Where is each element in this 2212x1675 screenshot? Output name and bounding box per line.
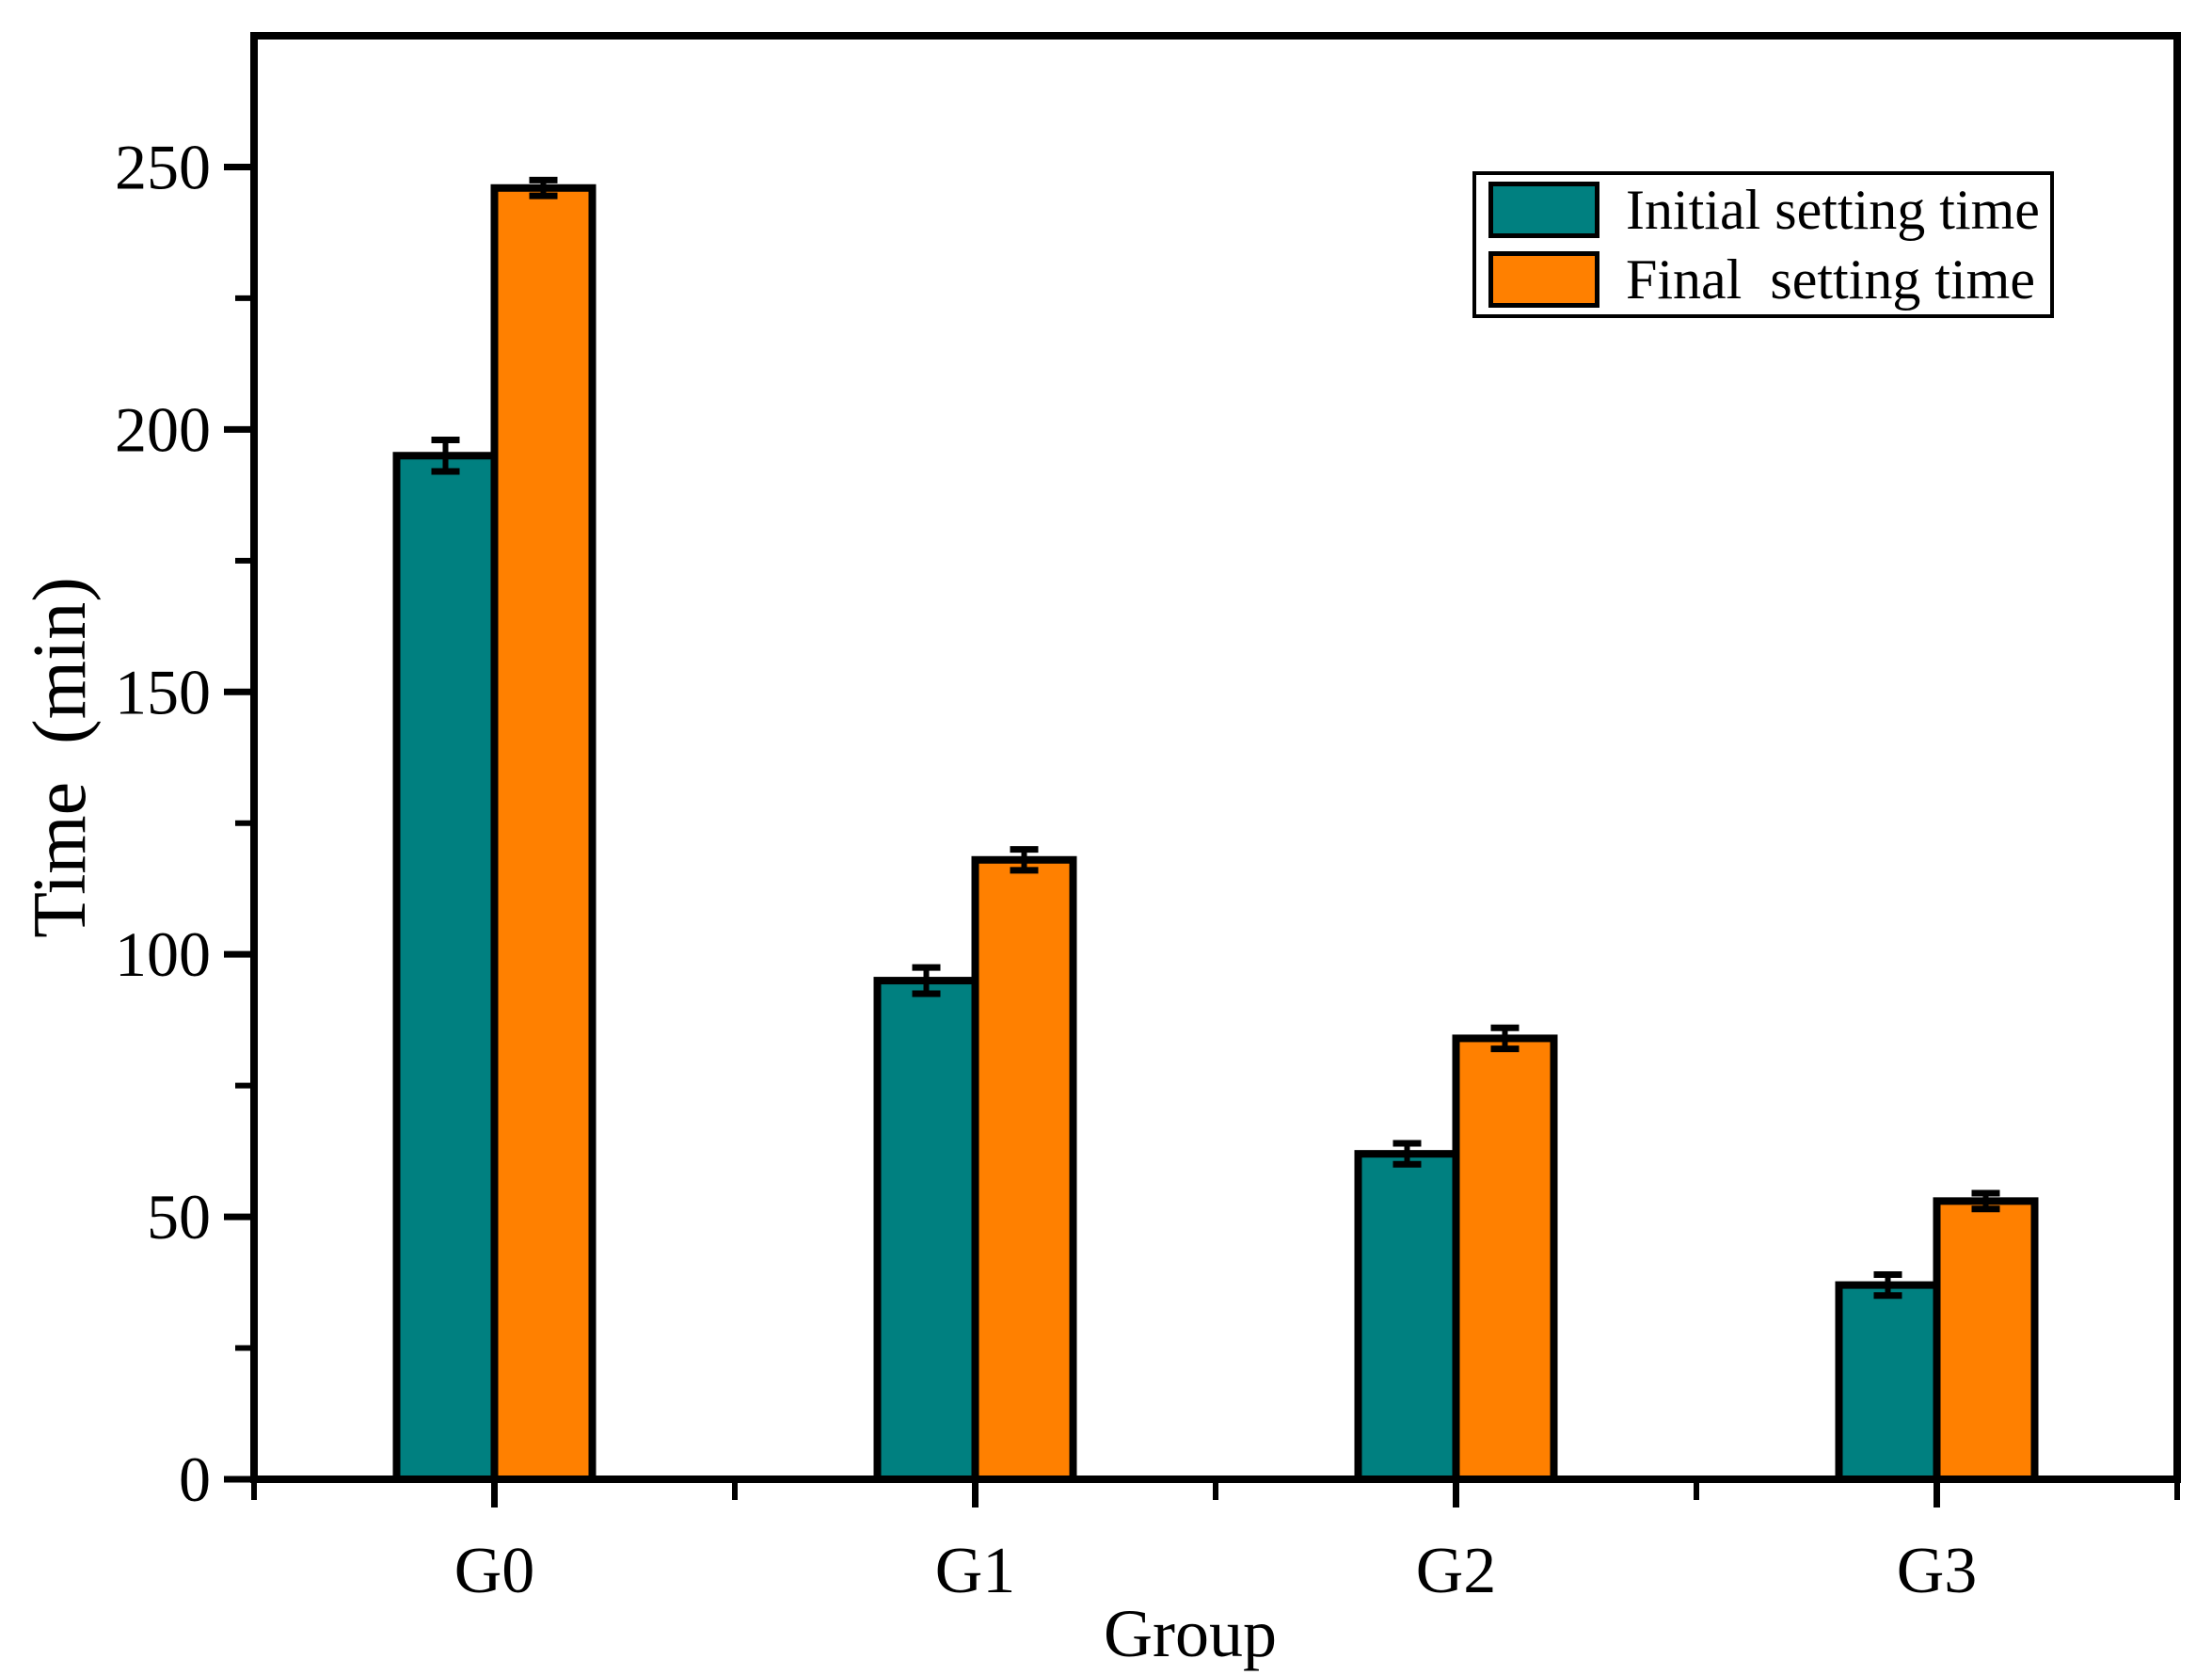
- bar-G0-initial-setting-time: [392, 452, 499, 1484]
- y-tick-label-150: 150: [115, 656, 211, 727]
- bar-G2-final-setting-time: [1452, 1034, 1558, 1483]
- legend: Initial setting time Final setting time: [1472, 171, 2054, 318]
- x-tick-label-G1: G1: [935, 1535, 1016, 1607]
- x-axis-title: Group: [1104, 1596, 1277, 1671]
- y-tick-label-0: 0: [179, 1444, 211, 1515]
- y-axis-title: Time (min): [19, 577, 102, 938]
- bar-G0-final-setting-time: [490, 183, 597, 1484]
- legend-label-final-setting-time: Final setting time: [1626, 248, 2035, 311]
- errorbar-G0-initial-setting-time: [431, 437, 460, 475]
- errorbar-G3-final-setting-time: [1971, 1189, 2000, 1213]
- bar-G3-initial-setting-time: [1835, 1281, 1941, 1484]
- errorbar-G2-initial-setting-time: [1392, 1140, 1422, 1168]
- bars-layer: [392, 183, 2039, 1484]
- legend-item-initial-setting-time: Initial setting time: [1476, 175, 2050, 245]
- legend-label-initial-setting-time: Initial setting time: [1626, 179, 2040, 241]
- legend-swatch-final-setting-time: [1488, 251, 1599, 308]
- x-tick-label-G2: G2: [1416, 1535, 1497, 1607]
- bar-G3-final-setting-time: [1933, 1197, 2039, 1483]
- errorbar-G0-final-setting-time: [529, 176, 558, 199]
- y-tick-label-100: 100: [115, 918, 211, 990]
- x-axis: G0 G1 G2 G3: [251, 1479, 2180, 1607]
- errorbar-G2-final-setting-time: [1490, 1024, 1520, 1053]
- y-tick-label-200: 200: [115, 393, 211, 465]
- errorbar-G3-initial-setting-time: [1873, 1270, 1902, 1300]
- bar-G1-final-setting-time: [971, 855, 1077, 1483]
- errorbar-G1-final-setting-time: [1010, 846, 1039, 874]
- y-tick-label-50: 50: [147, 1181, 211, 1252]
- legend-item-final-setting-time: Final setting time: [1476, 245, 2050, 314]
- y-axis: 0 50 100 150 200 250: [115, 131, 254, 1515]
- bar-G1-initial-setting-time: [873, 977, 979, 1483]
- errorbar-G1-initial-setting-time: [912, 964, 941, 997]
- bar-G2-initial-setting-time: [1354, 1150, 1460, 1483]
- legend-swatch-initial-setting-time: [1488, 182, 1599, 238]
- x-tick-label-G0: G0: [454, 1535, 535, 1607]
- error-bars-layer: [431, 176, 2000, 1300]
- y-tick-label-250: 250: [115, 131, 211, 202]
- x-tick-label-G3: G3: [1897, 1535, 1978, 1607]
